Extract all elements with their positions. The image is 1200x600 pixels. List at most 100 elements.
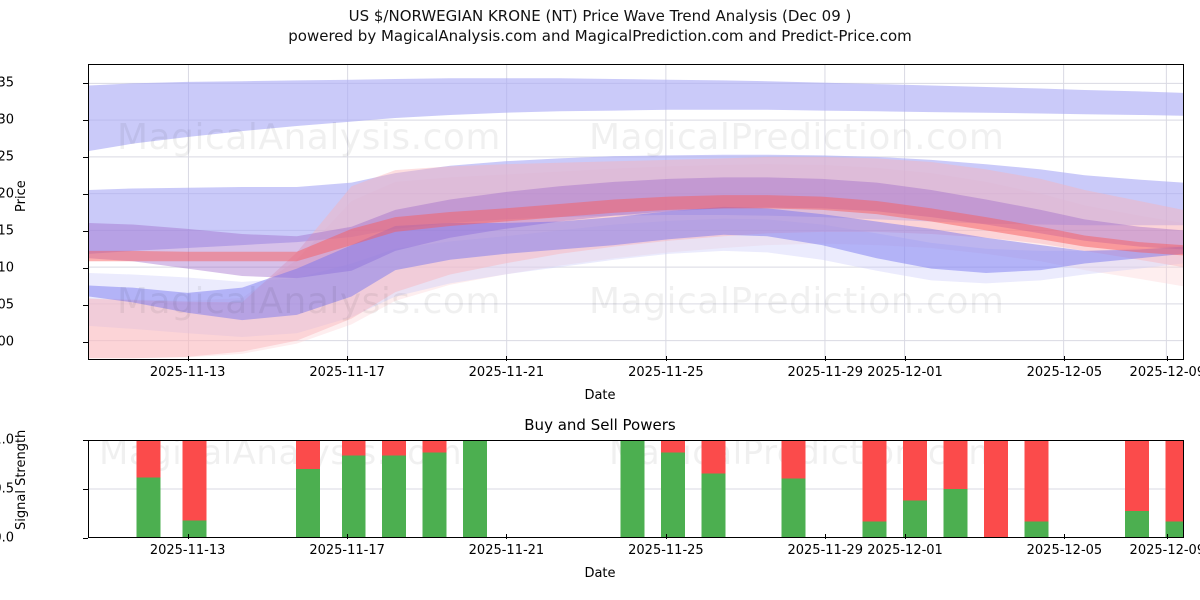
sell-power-bar bbox=[1125, 441, 1150, 512]
sell-power-bar bbox=[341, 441, 366, 456]
power-y-tick-mark bbox=[83, 489, 88, 490]
power-y-tick: 1.0 bbox=[0, 432, 14, 448]
buy-power-bar bbox=[182, 520, 207, 537]
buy-power-bar bbox=[422, 452, 447, 537]
chart-title-block: US $/NORWEGIAN KRONE (NT) Price Wave Tre… bbox=[0, 6, 1200, 46]
buy-power-bar bbox=[295, 468, 320, 537]
sell-power-bar bbox=[902, 441, 927, 501]
price-x-tick-mark bbox=[665, 356, 667, 361]
price-band-red-core-line-band bbox=[89, 195, 1183, 262]
power-y-axis-label: Signal Strength bbox=[14, 429, 29, 530]
power-x-tick: 2025-11-17 bbox=[309, 543, 385, 558]
buy-power-bar bbox=[943, 489, 968, 537]
price-x-tick-mark bbox=[506, 356, 508, 361]
power-x-tick-mark bbox=[506, 534, 508, 539]
price-x-tick: 2025-11-13 bbox=[149, 365, 226, 380]
price-x-tick: 2025-12-09 bbox=[1129, 365, 1200, 380]
buy-sell-powers-chart: MagicalAnalysis.com MagicalPrediction.co… bbox=[88, 440, 1184, 538]
power-x-tick-mark bbox=[905, 534, 907, 539]
page-title: US $/NORWEGIAN KRONE (NT) Price Wave Tre… bbox=[348, 7, 852, 25]
power-bar-group bbox=[89, 441, 1183, 537]
sell-power-bar bbox=[382, 441, 407, 456]
power-x-tick: 2025-11-29 bbox=[787, 543, 864, 558]
price-band-blue-wave-lower bbox=[89, 206, 1183, 321]
price-y-tick-mark bbox=[83, 267, 88, 269]
sell-power-bar bbox=[1165, 441, 1183, 522]
power-y-tick: 0.0 bbox=[0, 530, 14, 546]
sell-power-bar bbox=[943, 441, 968, 489]
price-x-tick-mark bbox=[1064, 356, 1066, 361]
power-x-tick-mark bbox=[187, 534, 189, 539]
price-y-axis-label: Price bbox=[14, 180, 29, 212]
price-x-axis-label: Date bbox=[584, 388, 616, 403]
buy-power-bar bbox=[1165, 521, 1183, 537]
price-y-tick-mark bbox=[83, 156, 88, 158]
power-x-tick-mark bbox=[1167, 534, 1169, 539]
price-x-tick-mark bbox=[825, 356, 827, 361]
price-x-tick: 2025-12-05 bbox=[1026, 365, 1103, 380]
price-y-tick-mark bbox=[83, 193, 88, 195]
buy-power-bar bbox=[463, 441, 488, 537]
power-x-tick: 2025-12-01 bbox=[867, 543, 943, 558]
sell-power-bar bbox=[983, 441, 1008, 537]
price-x-tick-mark bbox=[905, 356, 907, 361]
price-y-tick: 10.35 bbox=[0, 75, 14, 90]
power-x-tick-mark bbox=[665, 534, 667, 539]
price-y-tick: 10.05 bbox=[0, 297, 14, 312]
sell-power-bar bbox=[862, 441, 887, 522]
power-x-tick: 2025-12-09 bbox=[1129, 543, 1200, 558]
price-x-tick: 2025-11-29 bbox=[787, 365, 864, 380]
price-y-tick: 10.20 bbox=[0, 186, 14, 201]
price-band-red-upper-envelope bbox=[89, 156, 1183, 359]
price-x-tick: 2025-11-17 bbox=[309, 365, 385, 380]
price-x-tick: 2025-11-25 bbox=[628, 365, 704, 380]
buy-power-bar bbox=[620, 441, 645, 537]
price-x-tick-mark bbox=[347, 356, 349, 361]
power-y-tick: 0.5 bbox=[0, 481, 14, 497]
buy-power-bar bbox=[661, 452, 686, 537]
buy-power-bar bbox=[341, 455, 366, 537]
price-band-upper-blue-channel bbox=[89, 78, 1183, 152]
power-plot-area: MagicalAnalysis.com MagicalPrediction.co… bbox=[88, 440, 1184, 538]
sell-power-bar bbox=[422, 441, 447, 453]
power-x-tick-mark bbox=[347, 534, 349, 539]
power-chart-title: Buy and Sell Powers bbox=[524, 416, 676, 434]
page-subtitle: powered by MagicalAnalysis.com and Magic… bbox=[288, 27, 912, 45]
buy-power-bar bbox=[382, 455, 407, 537]
power-x-tick: 2025-12-05 bbox=[1026, 543, 1103, 558]
sell-power-bar bbox=[136, 441, 161, 478]
price-y-tick: 10.25 bbox=[0, 149, 14, 164]
sell-power-bar bbox=[1024, 441, 1049, 522]
price-y-tick: 10.10 bbox=[0, 260, 14, 275]
power-x-tick-mark bbox=[825, 534, 827, 539]
price-band-mid-blue-channel bbox=[89, 154, 1183, 254]
sell-power-bar bbox=[701, 441, 726, 474]
sell-power-bar bbox=[661, 441, 686, 453]
price-y-tick: 10.30 bbox=[0, 112, 14, 127]
sell-power-bar bbox=[182, 441, 207, 521]
buy-power-bar bbox=[136, 477, 161, 537]
buy-power-bar bbox=[1024, 521, 1049, 537]
price-band-purple-core-band bbox=[89, 177, 1183, 279]
price-y-tick-mark bbox=[83, 341, 88, 343]
price-y-tick-mark bbox=[83, 82, 88, 84]
price-x-tick-mark bbox=[1167, 356, 1169, 361]
price-wave-chart: MagicalAnalysis.com MagicalPrediction.co… bbox=[88, 64, 1184, 360]
sell-power-bar bbox=[295, 441, 320, 469]
power-x-tick-mark bbox=[1064, 534, 1066, 539]
buy-power-bar bbox=[781, 478, 806, 537]
price-y-tick-mark bbox=[83, 119, 88, 121]
price-x-tick: 2025-11-21 bbox=[468, 365, 545, 380]
buy-power-bar bbox=[862, 521, 887, 537]
sell-power-bar bbox=[781, 441, 806, 479]
buy-power-bar bbox=[902, 500, 927, 537]
price-band-layers bbox=[89, 65, 1183, 359]
power-x-axis-label: Date bbox=[584, 566, 616, 581]
price-band-pale-blue-lower-halo bbox=[89, 218, 1183, 337]
price-x-tick-mark bbox=[187, 356, 189, 361]
price-plot-area: MagicalAnalysis.com MagicalPrediction.co… bbox=[88, 64, 1184, 360]
power-x-tick: 2025-11-25 bbox=[628, 543, 704, 558]
power-x-tick: 2025-11-13 bbox=[149, 543, 226, 558]
power-x-tick: 2025-11-21 bbox=[468, 543, 545, 558]
power-y-tick-mark bbox=[83, 538, 88, 539]
